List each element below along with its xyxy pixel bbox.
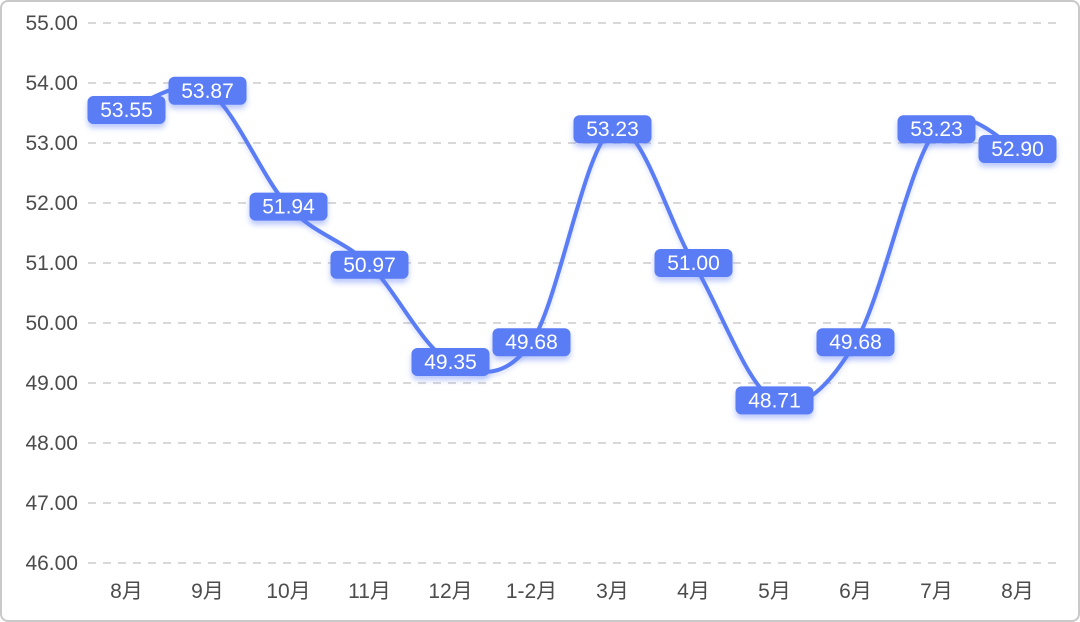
y-axis-tick-label: 50.00 [25,312,78,335]
data-label-background [735,386,814,415]
data-label-background [816,328,895,357]
data-label-value: 53.23 [910,118,963,141]
data-label-background [654,249,733,277]
data-label: 51.94 [249,192,328,221]
data-label-background [330,250,409,279]
x-axis-tick-label: 7月 [920,580,953,603]
x-axis-tick-label: 11月 [348,580,391,603]
data-label-background [897,115,976,144]
y-axis-tick-label: 51.00 [25,252,78,275]
data-label: 53.23 [573,115,652,144]
y-axis-tick-label: 49.00 [25,372,78,395]
data-label-background [249,192,328,221]
data-label-background [492,328,571,357]
data-label-value: 48.71 [748,389,801,412]
data-label-background [978,135,1057,163]
x-axis-tick-label: 3月 [596,580,629,603]
y-axis-tick-label: 48.00 [25,432,78,455]
data-label: 49.68 [816,328,895,357]
data-label: 48.71 [735,386,814,415]
data-label: 53.23 [897,115,976,144]
y-axis-tick-label: 46.00 [25,552,78,575]
data-label: 49.35 [411,348,490,376]
data-label-value: 53.55 [100,99,153,122]
data-label: 50.97 [330,250,409,279]
data-labels-layer: 53.55 53.87 51.94 50.97 49.35 49.68 53.23 51.00… [87,76,1057,415]
y-axis-tick-label: 53.00 [25,132,78,155]
data-label-value: 51.00 [667,252,720,275]
x-axis-tick-label: 5月 [758,580,791,603]
data-label-value: 52.90 [991,138,1044,161]
x-axis-tick-label: 10月 [266,580,310,603]
data-label-value: 49.68 [829,331,882,354]
y-axis-tick-label: 52.00 [25,192,78,215]
x-axis-tick-label: 4月 [677,580,710,603]
data-label: 49.68 [492,328,571,357]
data-label-background [87,96,166,124]
x-axis-tick-label: 12月 [428,580,472,603]
data-label-value: 53.23 [586,118,639,141]
axis-labels-layer: 46.00 47.00 48.00 49.00 50.00 51.00 52.00 53.00… [25,12,1033,603]
data-label-value: 51.94 [262,196,315,219]
data-label-background [411,348,490,376]
gridlines-layer [88,22,1060,564]
x-axis-tick-label: 6月 [839,580,872,603]
x-axis-tick-label: 8月 [110,580,143,603]
data-label-value: 49.68 [505,331,558,354]
data-label-value: 49.35 [424,351,477,374]
y-axis-tick-label: 55.00 [25,12,78,35]
data-label-background [573,115,652,144]
data-label-background [168,76,247,105]
x-axis-tick-label: 1-2月 [506,580,557,603]
data-label: 51.00 [654,249,733,277]
y-axis-tick-label: 54.00 [25,72,78,95]
y-axis-tick-label: 47.00 [25,492,78,515]
data-label-value: 50.97 [343,254,396,277]
x-axis-tick-label: 8月 [1001,580,1034,603]
data-label: 53.55 [87,96,166,124]
data-label: 53.87 [168,76,247,105]
x-axis-tick-label: 9月 [191,580,224,603]
data-label-value: 53.87 [181,80,234,103]
data-label: 52.90 [978,135,1057,163]
